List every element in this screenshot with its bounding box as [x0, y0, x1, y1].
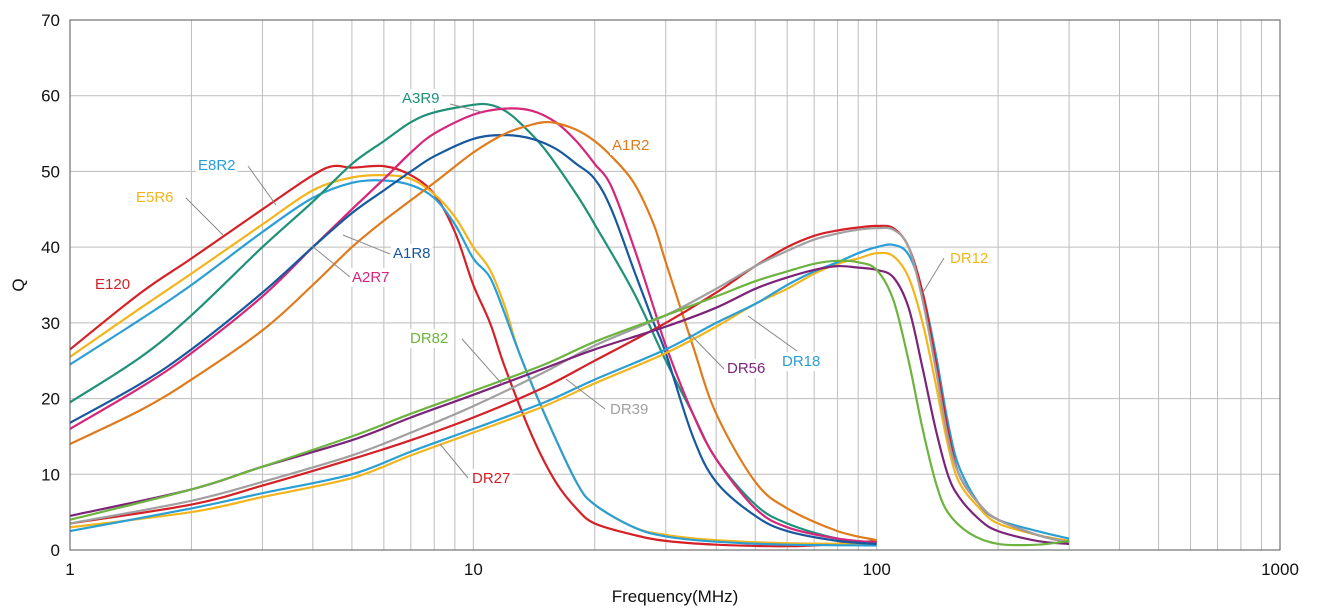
y-tick-labels: 0 10 20 30 40 50 60 70	[41, 11, 60, 560]
series-label-dr39: DR39	[610, 401, 648, 418]
series-label-dr27: DR27	[472, 470, 510, 487]
leader-line	[311, 245, 351, 278]
series-label-dr82: DR82	[410, 330, 448, 347]
series-line-dr82	[69, 259, 1070, 547]
leader-line	[921, 257, 945, 295]
series-label-bg	[610, 136, 652, 155]
series-line-dr18	[69, 243, 1070, 540]
series-label-e5r6: E5R6	[136, 189, 174, 206]
series-label-bg	[134, 188, 176, 207]
series-label-bg	[948, 249, 991, 268]
y-tick-label: 40	[41, 238, 60, 257]
series-lines	[69, 102, 1070, 548]
y-tick-label: 0	[51, 541, 60, 560]
plot-frame	[69, 19, 1281, 551]
y-tick-label: 20	[41, 390, 60, 409]
series-line-a1r2	[69, 120, 877, 542]
series-label-a1r2: A1R2	[612, 137, 650, 154]
x-axis-title: Frequency(MHz)	[612, 587, 739, 606]
x-tick-labels: 1 10 100 1000	[65, 560, 1299, 579]
y-tick-label: 30	[41, 314, 60, 333]
series-label-bg	[350, 268, 392, 287]
y-tick-label: 50	[41, 162, 60, 181]
series-label-a1r8: A1R8	[393, 245, 431, 262]
leader-line	[689, 333, 725, 370]
series-line-dr56	[69, 264, 1070, 545]
leader-line	[565, 378, 606, 410]
y-tick-label: 10	[41, 465, 60, 484]
leader-line	[185, 197, 224, 236]
series-label-bg	[780, 352, 823, 371]
series-label-bg	[725, 359, 768, 378]
series-line-a1r8	[69, 134, 877, 545]
series-label-bg	[400, 89, 442, 108]
y-tick-label: 70	[41, 11, 60, 30]
series-line-e120	[69, 164, 877, 548]
y-axis-title: Q	[9, 278, 28, 291]
series-label-bg	[196, 156, 238, 175]
x-tick-label: 1	[65, 560, 74, 579]
leader-line	[342, 234, 391, 255]
series-label-bg	[470, 469, 513, 488]
leader-line	[247, 165, 277, 206]
leader-line	[449, 103, 483, 113]
leader-line	[461, 338, 503, 385]
series-line-dr12	[69, 251, 1070, 542]
series-line-dr39	[69, 226, 1070, 544]
x-tick-label: 10	[464, 560, 483, 579]
series-label-bg	[408, 329, 451, 348]
x-tick-label: 100	[862, 560, 890, 579]
series-label-e120: E120	[95, 276, 130, 293]
series-label-a3r9: A3R9	[402, 90, 440, 107]
series-label-dr56: DR56	[727, 360, 765, 377]
x-tick-label: 1000	[1261, 560, 1299, 579]
leader-line	[439, 443, 469, 479]
series-label-bg	[391, 244, 433, 263]
series-label-bg	[93, 275, 133, 294]
series-label-bg	[608, 400, 651, 419]
leader-line	[747, 315, 798, 352]
series-label-dr12: DR12	[950, 250, 988, 267]
series-label-dr18: DR18	[782, 353, 820, 370]
series-line-e8r2	[69, 179, 877, 547]
series-label-e8r2: E8R2	[198, 157, 236, 174]
y-tick-label: 60	[41, 87, 60, 106]
series-label-a2r7: A2R7	[352, 269, 390, 286]
